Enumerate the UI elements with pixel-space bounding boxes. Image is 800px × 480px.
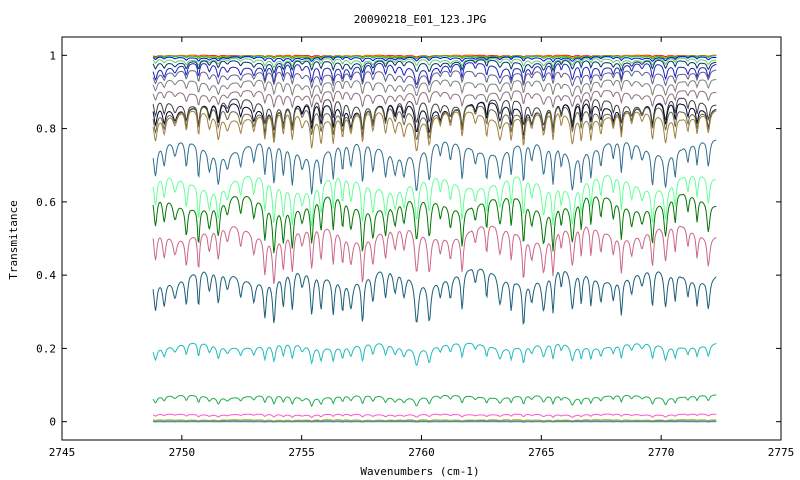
series-line-16 bbox=[152, 174, 717, 227]
series-line-11 bbox=[152, 97, 717, 132]
series-line-14 bbox=[152, 110, 717, 152]
series-line-23 bbox=[153, 419, 717, 422]
series-line-6 bbox=[152, 59, 717, 74]
y-tick-label: 0 bbox=[49, 416, 56, 429]
y-axis: 0 0.2 0.4 0.6 0.8 1 bbox=[36, 49, 781, 429]
series-line-15 bbox=[152, 139, 717, 195]
series-layer bbox=[152, 54, 717, 423]
x-axis-label: Wavenumbers (cm-1) bbox=[360, 465, 479, 478]
y-tick-label: 0.2 bbox=[36, 342, 56, 355]
series-line-25 bbox=[153, 421, 717, 423]
series-line-10 bbox=[152, 90, 717, 109]
chart-title: 20090218_E01_123.JPG bbox=[354, 13, 486, 26]
x-tick-label: 2750 bbox=[169, 446, 196, 459]
y-tick-label: 0.6 bbox=[36, 196, 56, 209]
series-line-4 bbox=[152, 56, 717, 63]
y-tick-label: 1 bbox=[49, 49, 56, 62]
x-tick-label: 2745 bbox=[49, 446, 76, 459]
series-line-22 bbox=[152, 413, 717, 419]
series-line-8 bbox=[152, 69, 717, 90]
series-line-21 bbox=[152, 394, 717, 408]
x-tick-label: 2770 bbox=[648, 446, 675, 459]
series-line-5 bbox=[152, 57, 717, 69]
series-line-19 bbox=[152, 268, 717, 325]
series-line-3 bbox=[152, 55, 717, 60]
series-line-18 bbox=[152, 225, 717, 284]
x-tick-label: 2775 bbox=[768, 446, 795, 459]
x-tick-label: 2765 bbox=[528, 446, 555, 459]
y-tick-label: 0.8 bbox=[36, 123, 56, 136]
series-line-9 bbox=[152, 79, 717, 99]
y-axis-label: Transmitance bbox=[7, 200, 20, 279]
x-tick-label: 2755 bbox=[288, 446, 315, 459]
x-tick-label: 2760 bbox=[408, 446, 435, 459]
y-tick-label: 0.4 bbox=[36, 269, 56, 282]
x-axis: 2745 2750 2755 2760 2765 2770 2775 bbox=[49, 37, 795, 459]
series-line-7 bbox=[152, 62, 717, 85]
series-line-17 bbox=[152, 193, 717, 254]
series-line-20 bbox=[152, 342, 717, 366]
